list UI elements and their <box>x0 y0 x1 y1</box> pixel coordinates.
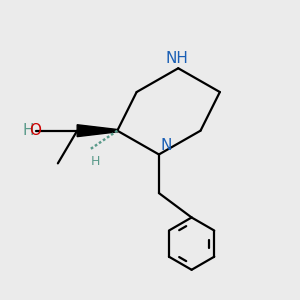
Text: O: O <box>29 123 41 138</box>
Text: NH: NH <box>165 51 188 66</box>
Text: H: H <box>23 123 34 138</box>
Text: N: N <box>160 138 172 153</box>
Polygon shape <box>77 125 117 136</box>
Text: H: H <box>91 155 100 168</box>
